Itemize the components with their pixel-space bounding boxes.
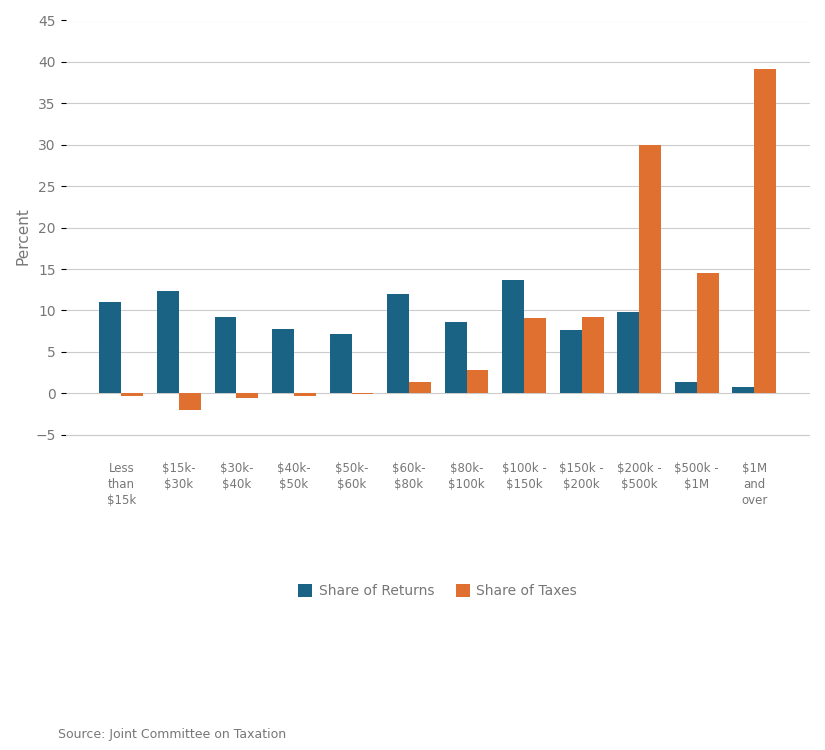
Bar (214, 317, 237, 393)
Y-axis label: Percent: Percent (15, 207, 30, 265)
Bar (697, 273, 719, 393)
Text: Source: Joint Committee on Taxation: Source: Joint Committee on Taxation (58, 728, 286, 741)
Legend: Share of Returns, Share of Taxes: Share of Returns, Share of Taxes (293, 579, 582, 604)
Bar (524, 318, 546, 393)
Bar (502, 280, 524, 393)
Bar (179, 393, 200, 410)
Bar (330, 334, 351, 393)
Bar (121, 393, 144, 396)
Bar (409, 382, 431, 393)
Bar (387, 294, 409, 393)
Bar (675, 382, 697, 393)
Bar (754, 68, 776, 393)
Bar (237, 393, 258, 398)
Bar (617, 312, 639, 393)
Bar (272, 328, 294, 393)
Bar (639, 145, 661, 393)
Bar (351, 393, 374, 394)
Bar (445, 322, 467, 393)
Bar (294, 393, 316, 396)
Bar (560, 330, 582, 393)
Bar (467, 370, 488, 393)
Bar (100, 302, 121, 393)
Bar (582, 317, 604, 393)
Bar (733, 388, 754, 393)
Bar (157, 291, 179, 393)
